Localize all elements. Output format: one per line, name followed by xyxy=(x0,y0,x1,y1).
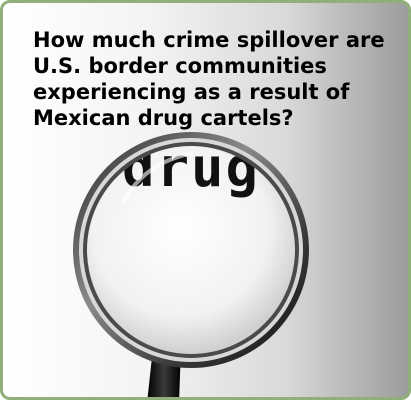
magnifying-glass-icon: drug xyxy=(73,132,309,397)
headline-question: How much crime spillover are U.S. border… xyxy=(33,28,385,130)
